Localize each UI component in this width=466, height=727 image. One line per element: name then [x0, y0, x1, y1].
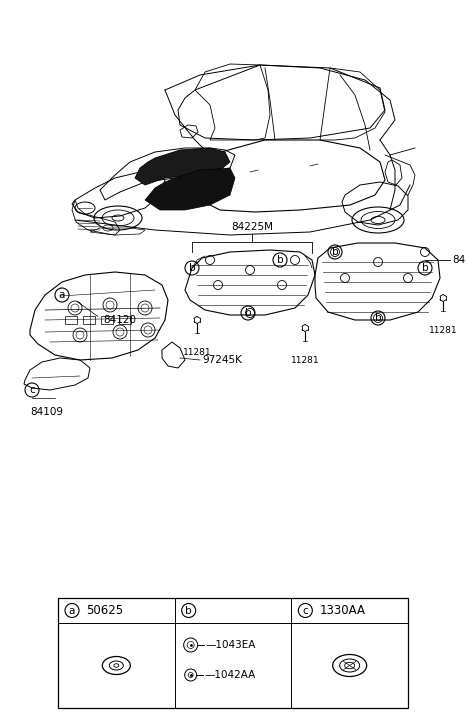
Text: 84109: 84109 [30, 407, 63, 417]
Text: a: a [59, 290, 65, 300]
Text: b: b [189, 263, 195, 273]
Text: b: b [375, 313, 381, 323]
Text: 11281: 11281 [429, 326, 457, 335]
Bar [101, 316, 113, 324]
Text: —1043EA: —1043EA [206, 640, 256, 650]
Text: b: b [277, 255, 283, 265]
Text: a: a [69, 606, 75, 616]
Text: b: b [245, 308, 251, 318]
Text: 84120: 84120 [103, 315, 136, 325]
Text: c: c [29, 385, 35, 395]
Text: 84225M: 84225M [231, 222, 273, 232]
Text: c: c [302, 606, 308, 616]
Text: —1042AA: —1042AA [205, 670, 256, 680]
Text: 84215E: 84215E [452, 255, 466, 265]
Text: b: b [422, 263, 428, 273]
Bar [58, 598, 408, 708]
Bar [119, 316, 131, 324]
Text: b: b [185, 606, 192, 616]
Text: 97245K: 97245K [202, 355, 242, 365]
Text: b: b [332, 247, 338, 257]
Polygon shape [135, 148, 230, 185]
Bar [65, 316, 77, 324]
Text: 11281: 11281 [291, 356, 319, 365]
Text: 11281: 11281 [183, 348, 211, 357]
Bar [83, 316, 95, 324]
Polygon shape [145, 168, 235, 210]
Text: 1330AA: 1330AA [319, 604, 365, 617]
Text: 50625: 50625 [86, 604, 123, 617]
